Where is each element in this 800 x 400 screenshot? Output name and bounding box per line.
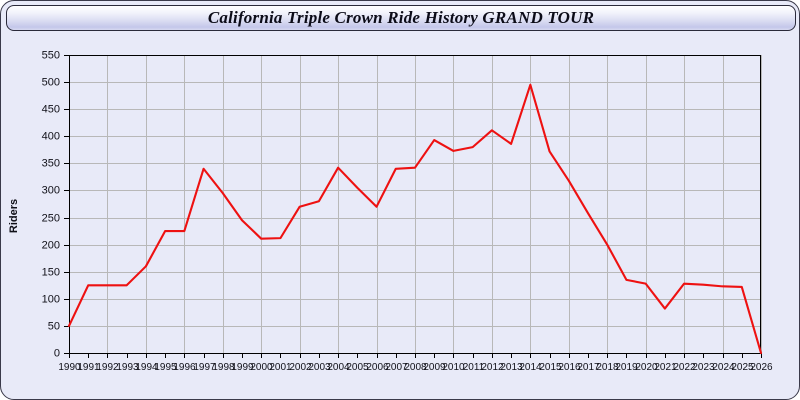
x-tick-label: 2019	[615, 362, 638, 373]
x-tick-label: 2026	[750, 362, 773, 373]
chart-title: California Triple Crown Ride History GRA…	[207, 8, 595, 27]
x-tick-label: 2004	[327, 362, 350, 373]
x-tick-label: 2002	[289, 362, 312, 373]
x-tick-label: 2006	[366, 362, 389, 373]
x-tick-label: 1997	[193, 362, 216, 373]
x-tick-label: 2005	[346, 362, 369, 373]
riders-line	[67, 83, 763, 355]
x-tick-label: 2003	[308, 362, 331, 373]
x-tick-label: 2022	[673, 362, 696, 373]
x-tick-label: 1995	[154, 362, 177, 373]
y-axis-label: Riders	[8, 199, 20, 233]
y-tick-label: 450	[42, 103, 60, 115]
x-tick-label: 1994	[135, 362, 158, 373]
y-tick-label: 200	[42, 239, 60, 251]
y-axis-ticks: 0 50 100 150 200 250 300 350 400 450 500 550	[42, 49, 69, 359]
x-tick-label: 2017	[577, 362, 600, 373]
y-tick-label: 250	[42, 212, 60, 224]
x-tick-label: 1990	[58, 362, 81, 373]
x-tick-label: 2014	[519, 362, 542, 373]
x-tick-label: 1992	[96, 362, 119, 373]
x-tick-label: 1996	[173, 362, 196, 373]
x-tick-label: 1991	[77, 362, 100, 373]
x-tick-label: 2016	[558, 362, 581, 373]
x-tick-label: 2001	[269, 362, 292, 373]
chart-title-bar: California Triple Crown Ride History GRA…	[6, 5, 796, 31]
x-tick-label: 2012	[481, 362, 504, 373]
x-tick-label: 2024	[712, 362, 735, 373]
y-tick-label: 150	[42, 266, 60, 278]
x-tick-label: 1993	[116, 362, 139, 373]
x-tick-label: 2018	[596, 362, 619, 373]
x-tick-label: 2011	[463, 362, 485, 373]
x-tick-label: 2021	[654, 362, 677, 373]
y-tick-label: 550	[42, 49, 60, 61]
x-tick-label: 2009	[423, 362, 446, 373]
x-tick-label: 2023	[692, 362, 715, 373]
x-tick-label: 1999	[231, 362, 254, 373]
x-axis-ticks: 1990199119921993199419951996199719981999…	[58, 353, 773, 373]
x-tick-label: 2007	[385, 362, 408, 373]
axis-lines	[69, 55, 761, 354]
x-tick-label: 1998	[212, 362, 235, 373]
y-tick-label: 350	[42, 157, 60, 169]
y-tick-label: 300	[42, 184, 60, 196]
y-tick-label: 100	[42, 293, 60, 305]
x-tick-label: 2015	[539, 362, 562, 373]
x-tick-label: 2013	[500, 362, 523, 373]
grid-lines	[69, 55, 762, 353]
y-tick-label: 50	[48, 320, 60, 332]
data-series-riders	[67, 83, 763, 355]
x-tick-label: 2010	[442, 362, 465, 373]
x-tick-label: 2020	[635, 362, 658, 373]
x-tick-label: 2025	[731, 362, 754, 373]
y-tick-label: 0	[54, 347, 60, 359]
y-tick-label: 400	[42, 130, 60, 142]
x-tick-label: 2008	[404, 362, 427, 373]
x-tick-label: 2000	[250, 362, 273, 373]
y-tick-label: 500	[42, 76, 60, 88]
